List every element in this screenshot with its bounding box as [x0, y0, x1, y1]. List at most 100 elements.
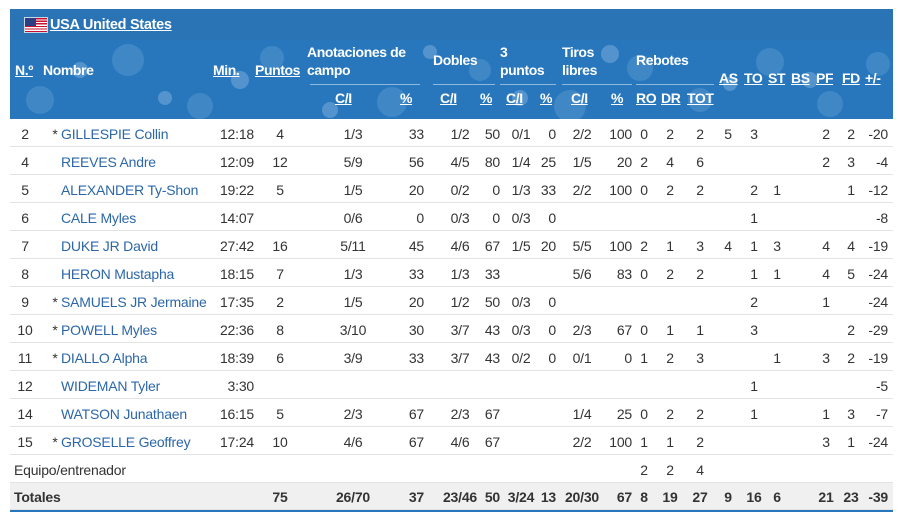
table-row: 9 * SAMUELS JR Jermaine 17:35 2 1/5 20 1/2 50 0/3…	[10, 287, 893, 315]
player-fg-pct: 67	[408, 434, 424, 450]
totals-fouls-drawn: 23	[843, 489, 859, 505]
totals-fg: 26/70	[335, 489, 371, 505]
totals-fouls: 21	[818, 489, 834, 505]
player-name[interactable]: CALE Myles	[61, 210, 137, 226]
player-fouls-drawn: 3	[847, 154, 855, 170]
team-row-label: Equipo/entrenador	[14, 462, 126, 478]
player-name[interactable]: DIALLO Alpha	[61, 350, 148, 366]
col-header-defensive-reb[interactable]: DR	[661, 90, 681, 106]
player-steals: 1	[773, 266, 781, 282]
player-tot: 2	[696, 406, 704, 422]
player-plus-minus: -8	[875, 210, 888, 226]
player-name[interactable]: HERON Mustapha	[61, 266, 175, 282]
totals-ft: 20/30	[564, 489, 600, 505]
col-header-ft-pct[interactable]: %	[611, 90, 624, 106]
player-fg-pct: 67	[408, 406, 424, 422]
col-header-plus-minus[interactable]: +/-	[865, 70, 881, 86]
totals-dr: 19	[662, 489, 678, 505]
player-ro: 2	[640, 238, 648, 254]
player-minutes: 27:42	[219, 238, 254, 254]
player-rows: 2 * GILLESPIE Collin 12:18 4 1/3 33 1/2 50 0/1 0 2/…	[10, 119, 893, 455]
player-tot: 3	[696, 238, 704, 254]
col-header-fg-pct[interactable]: %	[400, 90, 413, 106]
player-number: 12	[17, 378, 33, 394]
player-fg: 1/3	[343, 266, 363, 282]
player-plus-minus: -12	[868, 182, 888, 198]
player-name[interactable]: REEVES Andre	[61, 154, 156, 170]
usa-flag-icon	[24, 16, 48, 33]
player-name[interactable]: POWELL Myles	[61, 322, 157, 338]
player-steals: 3	[773, 238, 781, 254]
player-three-pct: 0	[548, 322, 556, 338]
player-turnovers: 1	[750, 378, 758, 394]
col-header-fouls-drawn[interactable]: FD	[842, 70, 860, 86]
player-ft-pct: 100	[609, 238, 632, 254]
player-minutes: 3:30	[227, 378, 255, 394]
col-header-fg-ci[interactable]: C/I	[335, 90, 352, 106]
player-fouls: 1	[822, 294, 830, 310]
team-row-ro: 2	[640, 462, 648, 478]
col-header-three-pct[interactable]: %	[540, 90, 553, 106]
col-header-three-ci[interactable]: C/I	[506, 90, 523, 106]
col-header-assists[interactable]: AS	[719, 70, 738, 86]
col-header-minutes[interactable]: Min.	[213, 62, 240, 78]
player-turnovers: 3	[750, 322, 758, 338]
col-header-two-ci[interactable]: C/I	[440, 90, 457, 106]
team-name[interactable]: USA United States	[50, 16, 172, 33]
col-header-threes: 3 puntos	[500, 44, 545, 78]
player-fouls-drawn: 2	[847, 126, 855, 142]
player-name[interactable]: GILLESPIE Collin	[61, 126, 169, 142]
col-header-two-pct[interactable]: %	[480, 90, 493, 106]
player-three-pct: 0	[548, 210, 556, 226]
player-fg: 1/5	[343, 294, 363, 310]
player-fouls: 3	[822, 350, 830, 366]
col-header-blocks[interactable]: BS	[791, 70, 810, 86]
player-three-pct: 0	[548, 294, 556, 310]
player-name[interactable]: WATSON Junathaen	[61, 406, 187, 422]
player-name[interactable]: GROSELLE Geoffrey	[61, 434, 191, 450]
col-header-offensive-reb[interactable]: RO	[636, 90, 657, 106]
table-row: 2 * GILLESPIE Collin 12:18 4 1/3 33 1/2 50 0/1 0 2/…	[10, 119, 893, 147]
player-fouls-drawn: 1	[847, 434, 855, 450]
totals-three-pct: 13	[540, 489, 556, 505]
player-minutes: 18:39	[219, 350, 254, 366]
col-header-number[interactable]: N.º	[15, 62, 33, 78]
player-points: 4	[276, 126, 284, 142]
col-header-ft-ci[interactable]: C/I	[571, 90, 588, 106]
col-header-name[interactable]: Nombre	[43, 62, 94, 78]
player-twos: 2/3	[450, 406, 470, 422]
player-plus-minus: -4	[875, 154, 888, 170]
player-ft: 1/4	[572, 406, 592, 422]
player-two-pct: 80	[484, 154, 500, 170]
table-row: 5 ALEXANDER Ty-Shon 19:22 5 1/5 20 0/2 0 1/3 33 2/…	[10, 175, 893, 203]
col-header-points[interactable]: Puntos	[255, 62, 301, 78]
col-header-fouls[interactable]: PF	[816, 70, 834, 86]
player-twos: 1/2	[450, 294, 470, 310]
player-dr: 2	[666, 350, 674, 366]
player-fouls-drawn: 3	[847, 406, 855, 422]
player-plus-minus: -24	[868, 434, 888, 450]
player-threes: 0/3	[511, 210, 531, 226]
player-name[interactable]: DUKE JR David	[61, 238, 158, 254]
player-dr: 2	[666, 266, 674, 282]
player-fouls: 2	[822, 154, 830, 170]
player-two-pct: 67	[484, 434, 500, 450]
col-header-total-reb[interactable]: TOT	[687, 90, 714, 106]
player-fouls-drawn: 1	[847, 182, 855, 198]
player-number: 11	[17, 350, 33, 366]
player-name[interactable]: SAMUELS JR Jermaine	[61, 294, 207, 310]
player-name[interactable]: WIDEMAN Tyler	[61, 378, 161, 394]
player-minutes: 12:09	[219, 154, 254, 170]
player-fg: 3/10	[339, 322, 367, 338]
player-ro: 1	[640, 434, 648, 450]
player-points: 5	[276, 406, 284, 422]
col-header-turnovers[interactable]: TO	[744, 70, 763, 86]
player-plus-minus: -24	[868, 266, 888, 282]
player-ft: 2/2	[572, 182, 592, 198]
player-fg-pct: 30	[408, 322, 424, 338]
player-three-pct: 20	[540, 238, 556, 254]
player-turnovers: 1	[750, 406, 758, 422]
player-name[interactable]: ALEXANDER Ty-Shon	[61, 182, 199, 198]
totals-ro: 8	[640, 489, 648, 505]
col-header-steals[interactable]: ST	[768, 70, 786, 86]
